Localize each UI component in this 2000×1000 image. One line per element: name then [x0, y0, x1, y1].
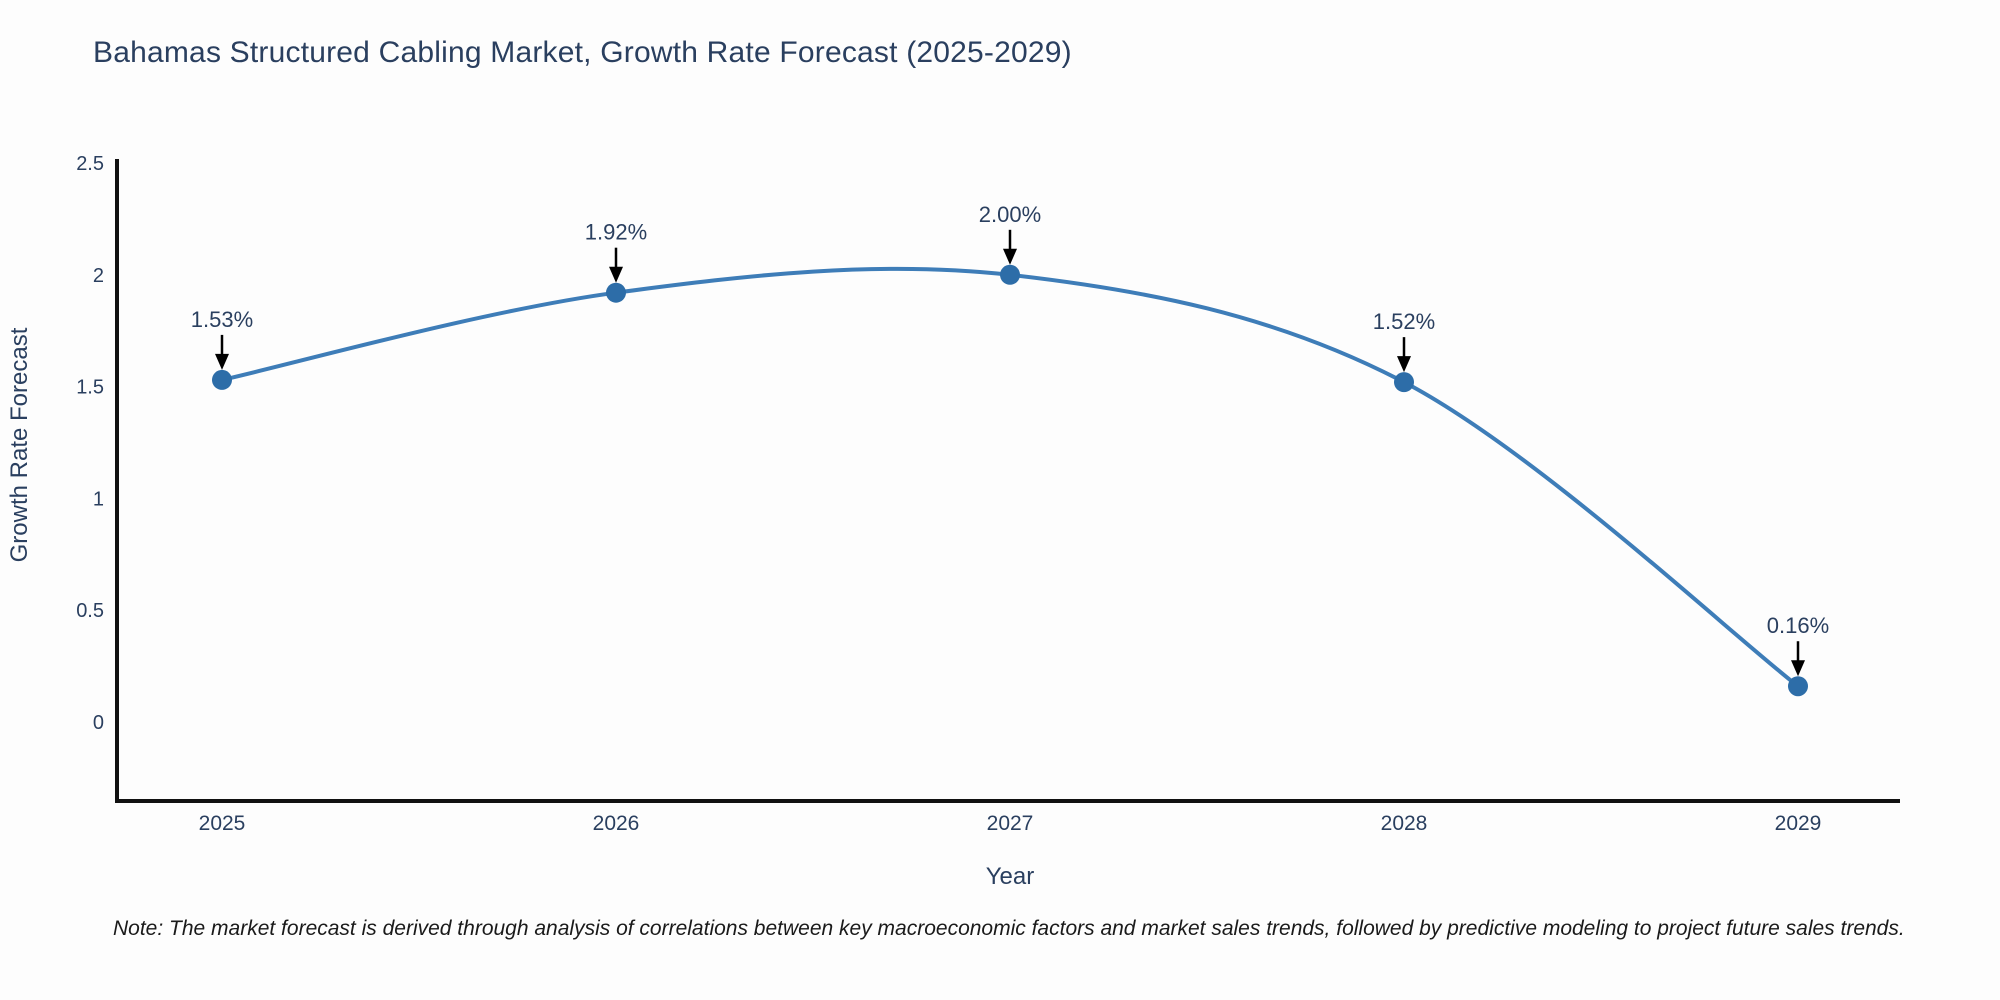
series-line: [220, 266, 1800, 689]
data-point-label: 0.16%: [1767, 613, 1829, 638]
annotation-arrowhead: [1397, 356, 1411, 373]
x-tick-label: 2025: [199, 812, 246, 835]
annotation-arrowhead: [1003, 248, 1017, 265]
x-axis-title: Year: [986, 863, 1035, 890]
y-tick-label: 1: [93, 488, 104, 510]
data-point-marker: [212, 369, 232, 390]
data-point-marker: [606, 282, 626, 303]
data-point-marker: [1788, 676, 1808, 697]
x-tick-label: 2027: [987, 812, 1034, 835]
data-point-marker: [1394, 372, 1414, 393]
data-point-label: 2.00%: [979, 202, 1041, 227]
y-tick-label: 2: [93, 265, 104, 287]
y-tick-label: 0: [93, 712, 104, 734]
annotation-arrowhead: [609, 266, 623, 283]
x-tick-label: 2028: [1381, 812, 1428, 835]
chart-title: Bahamas Structured Cabling Market, Growt…: [93, 36, 1072, 69]
annotation-arrowhead: [1791, 660, 1805, 677]
y-axis-title: Growth Rate Forecast: [6, 327, 33, 562]
annotation-arrowhead: [215, 353, 229, 370]
x-tick-label: 2029: [1775, 812, 1822, 835]
data-point-label: 1.52%: [1373, 309, 1435, 334]
y-tick-label: 0.5: [76, 600, 104, 622]
y-tick-label: 2.5: [76, 153, 104, 175]
note-text: Note: The market forecast is derived thr…: [113, 917, 1905, 940]
data-point-label: 1.53%: [191, 307, 253, 332]
x-tick-label: 2026: [593, 812, 640, 835]
y-tick-label: 1.5: [76, 377, 104, 399]
data-point-label: 1.92%: [585, 220, 647, 245]
data-point-marker: [1000, 264, 1020, 285]
